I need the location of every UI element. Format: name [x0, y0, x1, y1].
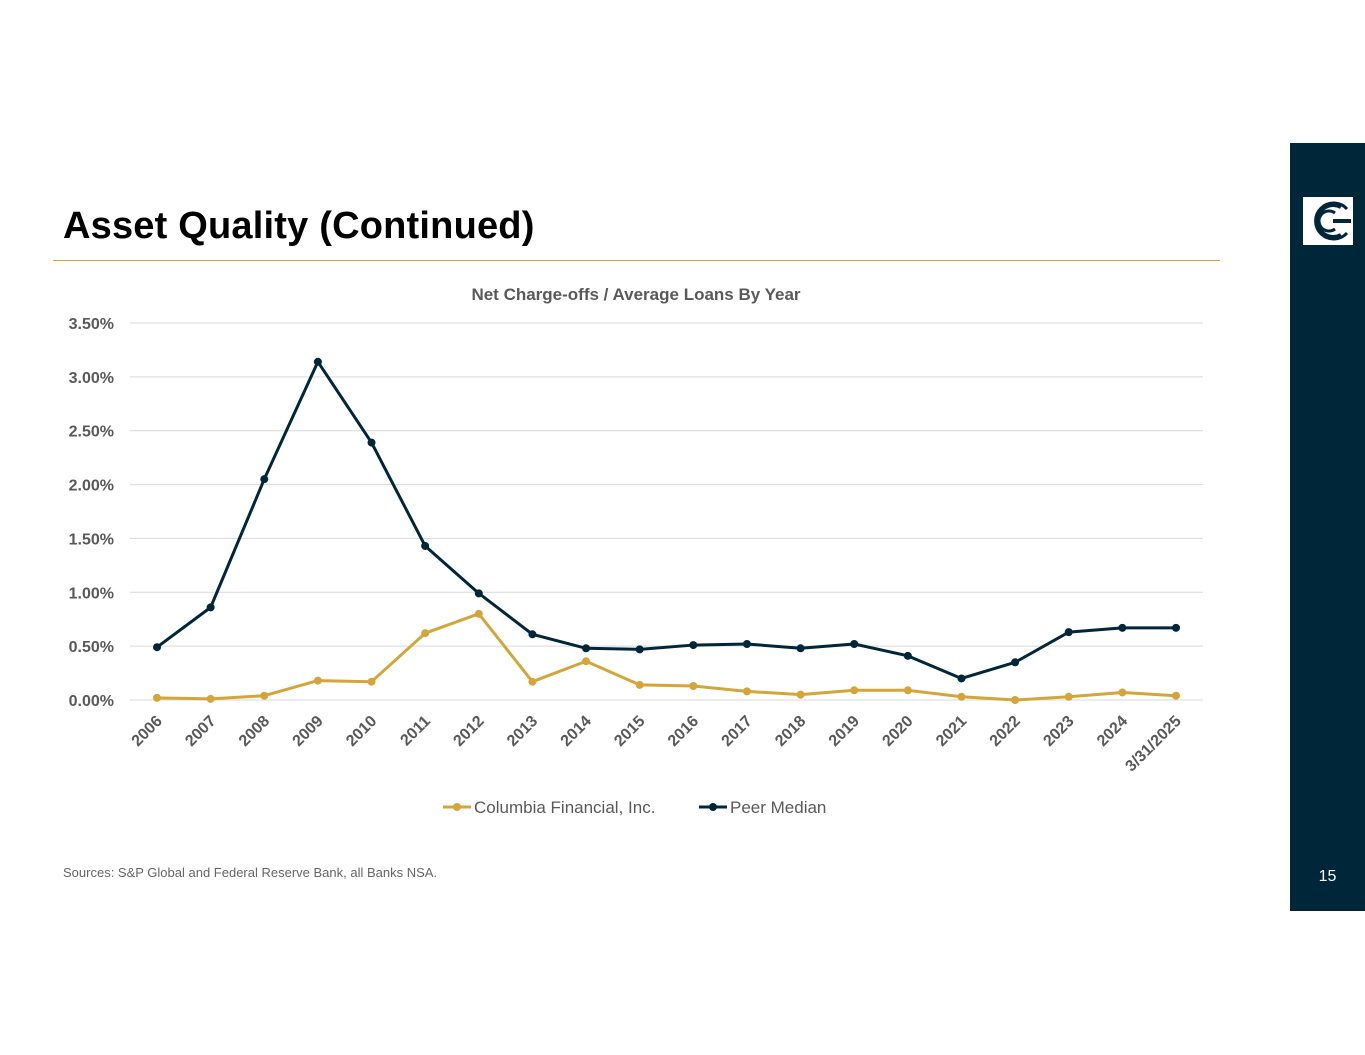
data-point [367, 677, 376, 686]
data-point [206, 603, 215, 612]
data-point [1064, 692, 1073, 701]
chart-title: Net Charge-offs / Average Loans By Year [471, 285, 800, 304]
y-tick-label: 3.50% [69, 316, 114, 333]
page-number: 15 [1318, 868, 1337, 885]
data-point [957, 674, 966, 683]
data-point [528, 630, 537, 639]
x-tick-label: 2017 [719, 713, 756, 750]
data-point [421, 629, 430, 638]
data-point [153, 693, 161, 702]
y-tick-label: 0.00% [69, 693, 114, 710]
legend-swatch-marker [709, 803, 717, 811]
y-tick-label: 2.50% [69, 424, 114, 441]
columbia-c-logo-icon [1303, 197, 1353, 245]
x-tick-label: 2011 [397, 713, 434, 750]
data-point [1118, 623, 1127, 632]
y-tick-label: 3.00% [69, 370, 114, 387]
data-point [313, 357, 322, 366]
y-tick-label: 2.00% [69, 478, 114, 495]
y-tick-label: 1.00% [69, 585, 114, 602]
data-point [635, 645, 644, 654]
source-note: Sources: S&P Global and Federal Reserve … [63, 865, 438, 880]
x-tick-label: 2009 [290, 713, 327, 750]
data-point [957, 692, 966, 701]
x-tick-label: 3/31/2025 [1122, 713, 1184, 775]
x-tick-label: 2024 [1094, 713, 1131, 750]
data-point [153, 643, 161, 652]
data-point [1172, 691, 1180, 700]
x-tick-label: 2016 [665, 713, 702, 750]
y-tick-label: 0.50% [69, 639, 114, 656]
title-divider [53, 260, 1220, 261]
x-tick-label: 2020 [879, 713, 916, 750]
data-point [742, 639, 751, 648]
x-tick-label: 2022 [987, 713, 1024, 750]
y-tick-label: 1.50% [69, 531, 114, 548]
data-point [850, 686, 859, 695]
net-chargeoffs-line-chart: Net Charge-offs / Average Loans By Year … [69, 285, 1203, 817]
data-point [850, 639, 859, 648]
data-point [582, 657, 591, 666]
x-tick-label: 2012 [450, 713, 487, 750]
data-point [421, 541, 430, 550]
x-tick-label: 2007 [182, 713, 219, 750]
data-point [260, 691, 269, 700]
x-tick-label: 2021 [933, 713, 970, 750]
x-tick-label: 2018 [772, 713, 809, 750]
x-tick-label: 2023 [1040, 713, 1077, 750]
data-point [582, 644, 591, 653]
x-tick-label: 2015 [611, 713, 648, 750]
brand-sidebar [1290, 143, 1365, 911]
x-tick-label: 2006 [129, 713, 166, 750]
legend-label: Peer Median [730, 798, 826, 817]
x-tick-label: 2008 [236, 713, 273, 750]
page-title: Asset Quality (Continued) [63, 205, 535, 247]
data-point [313, 676, 322, 685]
data-point [260, 475, 269, 484]
data-point [689, 641, 698, 650]
data-point [1172, 623, 1180, 632]
series-line [156, 612, 1177, 702]
data-point [474, 609, 483, 618]
legend-label: Columbia Financial, Inc. [474, 798, 655, 817]
x-tick-label: 2019 [826, 713, 863, 750]
x-tick-label: 2013 [504, 713, 541, 750]
data-point [206, 694, 215, 703]
data-point [689, 681, 698, 690]
series-line [156, 360, 1176, 680]
data-point [474, 589, 483, 598]
x-tick-label: 2014 [558, 713, 595, 750]
data-point [1118, 688, 1127, 697]
data-point [742, 687, 751, 696]
data-point [796, 690, 805, 699]
x-tick-label: 2010 [343, 713, 380, 750]
data-point [903, 686, 912, 695]
data-point [635, 680, 644, 689]
data-point [903, 651, 912, 660]
data-point [367, 438, 376, 447]
data-point [796, 644, 805, 653]
legend-swatch-marker [453, 803, 461, 811]
data-point [528, 677, 537, 686]
data-point [1064, 628, 1073, 637]
data-point [1011, 658, 1020, 667]
data-point [1011, 696, 1020, 704]
